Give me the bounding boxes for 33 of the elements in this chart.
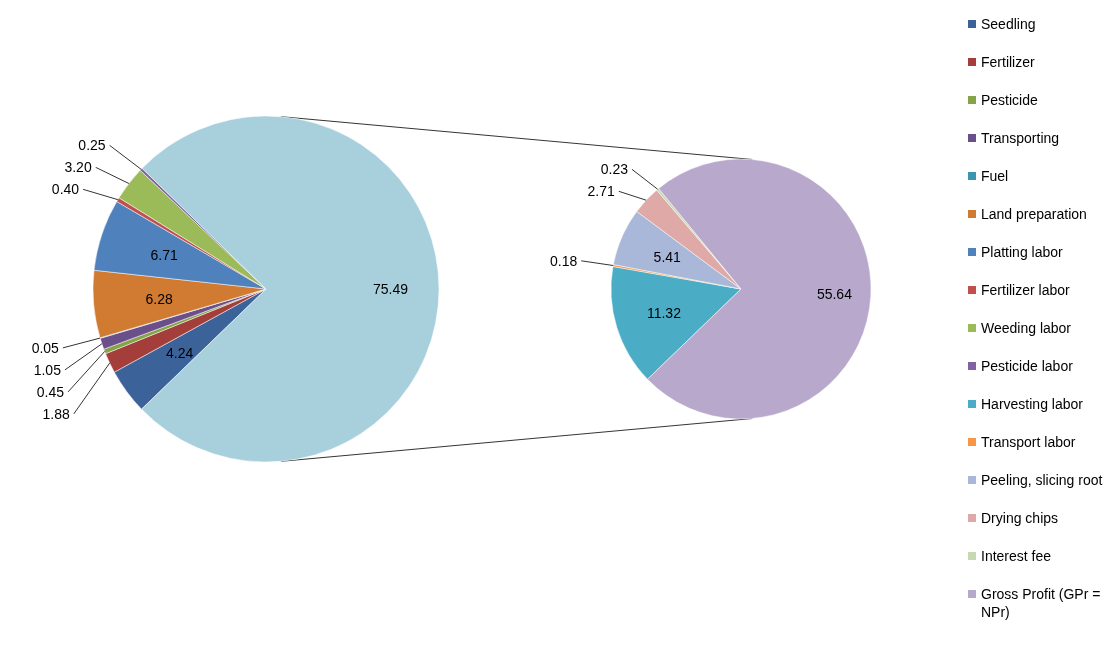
data-label: 2.71 xyxy=(587,183,616,200)
data-label: 1.05 xyxy=(33,361,62,378)
legend-label: Platting labor xyxy=(981,244,1064,260)
legend-label: Interest fee xyxy=(981,548,1052,564)
data-label: 0.23 xyxy=(600,161,629,178)
data-label: 3.20 xyxy=(64,159,92,176)
data-label: 6.28 xyxy=(145,290,173,307)
legend-label: Pesticide labor xyxy=(981,358,1074,374)
data-label: 55.64 xyxy=(816,286,853,303)
data-label: 0.18 xyxy=(549,252,578,269)
data-label: 0.05 xyxy=(31,339,60,356)
data-label: 0.40 xyxy=(51,181,80,198)
legend-label: Transport labor xyxy=(981,434,1076,450)
legend-label: Gross Profit (GPr = NPr) xyxy=(981,586,1101,620)
data-label: 1.88 xyxy=(42,405,70,422)
data-label: 75.49 xyxy=(373,281,409,298)
legend-label: Land preparation xyxy=(981,206,1087,222)
data-label: 0.25 xyxy=(78,137,106,154)
data-label: 4.24 xyxy=(166,344,194,361)
legend-label: Fertilizer labor xyxy=(981,282,1071,298)
legend-label: Pesticide xyxy=(981,92,1039,108)
legend-label: Seedling xyxy=(981,16,1036,32)
legend-label: Fuel xyxy=(981,168,1009,184)
data-label: 5.41 xyxy=(653,248,682,265)
data-label: 6.71 xyxy=(150,247,178,264)
legend-label: Transporting xyxy=(981,130,1060,146)
legend-label: Peeling, slicing root xyxy=(981,472,1103,488)
legend-label: Harvesting labor xyxy=(981,396,1084,412)
data-label: 11.32 xyxy=(646,304,682,321)
legend-label: Fertilizer xyxy=(981,54,1036,70)
legend-label: Drying chips xyxy=(981,510,1059,526)
legend-label: Weeding labor xyxy=(981,320,1072,336)
data-label: 0.45 xyxy=(36,383,65,400)
